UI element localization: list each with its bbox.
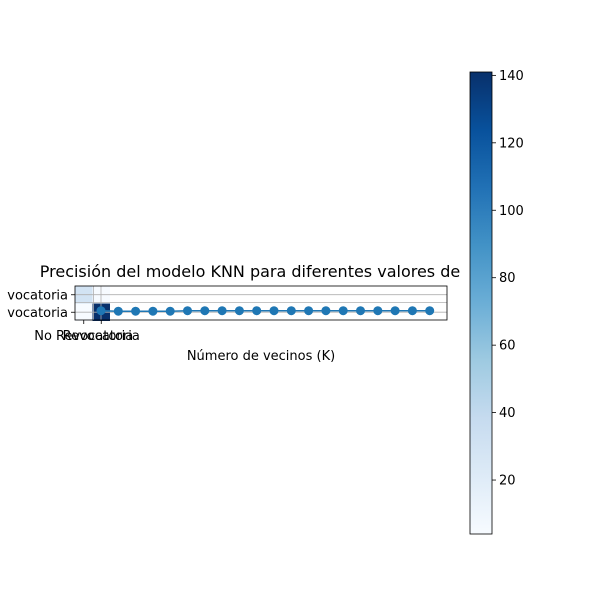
colorbar-tick-label: 20 — [499, 474, 516, 489]
accuracy-point — [165, 306, 175, 316]
accuracy-point — [131, 306, 141, 316]
colorbar: 20 40 60 80 100 120 140 — [469, 69, 524, 535]
accuracy-point — [304, 306, 314, 316]
accuracy-point — [252, 306, 262, 316]
chart-title: Precisión del modelo KNN para diferentes… — [40, 262, 460, 281]
accuracy-point — [200, 306, 210, 316]
heatmap-y-tick-labels: vocatoria vocatoria — [7, 288, 75, 321]
accuracy-point — [407, 306, 417, 316]
accuracy-point — [96, 306, 106, 316]
colorbar-tick-label: 80 — [499, 271, 516, 286]
colorbar-tick-label: 120 — [499, 136, 524, 151]
accuracy-point — [321, 306, 331, 316]
colorbar-gradient — [470, 72, 492, 534]
accuracy-point — [234, 306, 244, 316]
heatmap-y-tick-label: vocatoria — [7, 288, 68, 303]
accuracy-line-plot — [74, 285, 448, 321]
accuracy-point — [217, 306, 227, 316]
colorbar-tick-label: 140 — [499, 69, 524, 84]
accuracy-point — [148, 306, 158, 316]
heatmap-y-tick-label: vocatoria — [7, 306, 68, 321]
colorbar-frame — [469, 71, 493, 535]
accuracy-point — [390, 306, 400, 316]
accuracy-point — [373, 306, 383, 316]
colorbar-tick-label: 40 — [499, 406, 516, 421]
heatmap-x-tick-label: Revocatoria — [63, 329, 140, 344]
x-axis-label: Número de vecinos (K) — [187, 349, 335, 364]
accuracy-point — [183, 306, 192, 316]
accuracy-point — [425, 306, 435, 316]
axes-frame — [74, 285, 448, 321]
accuracy-point — [286, 306, 296, 316]
accuracy-point — [338, 306, 348, 316]
accuracy-point — [113, 306, 123, 316]
confusion-matrix-heatmap — [75, 286, 110, 321]
heatmap-x-tick-label: No Revocatoria — [34, 329, 133, 344]
colorbar-tick-label: 100 — [499, 204, 524, 219]
accuracy-point — [356, 306, 365, 316]
accuracy-point — [269, 306, 279, 316]
colorbar-tick-label: 60 — [499, 339, 516, 354]
